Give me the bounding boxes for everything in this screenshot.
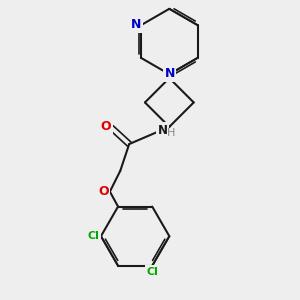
Text: H: H [167,128,175,138]
Text: O: O [98,185,109,198]
Text: N: N [164,67,175,80]
Text: N: N [158,124,168,136]
Text: Cl: Cl [87,231,99,241]
Text: O: O [101,120,111,133]
Text: N: N [131,18,141,31]
Text: Cl: Cl [147,267,159,277]
